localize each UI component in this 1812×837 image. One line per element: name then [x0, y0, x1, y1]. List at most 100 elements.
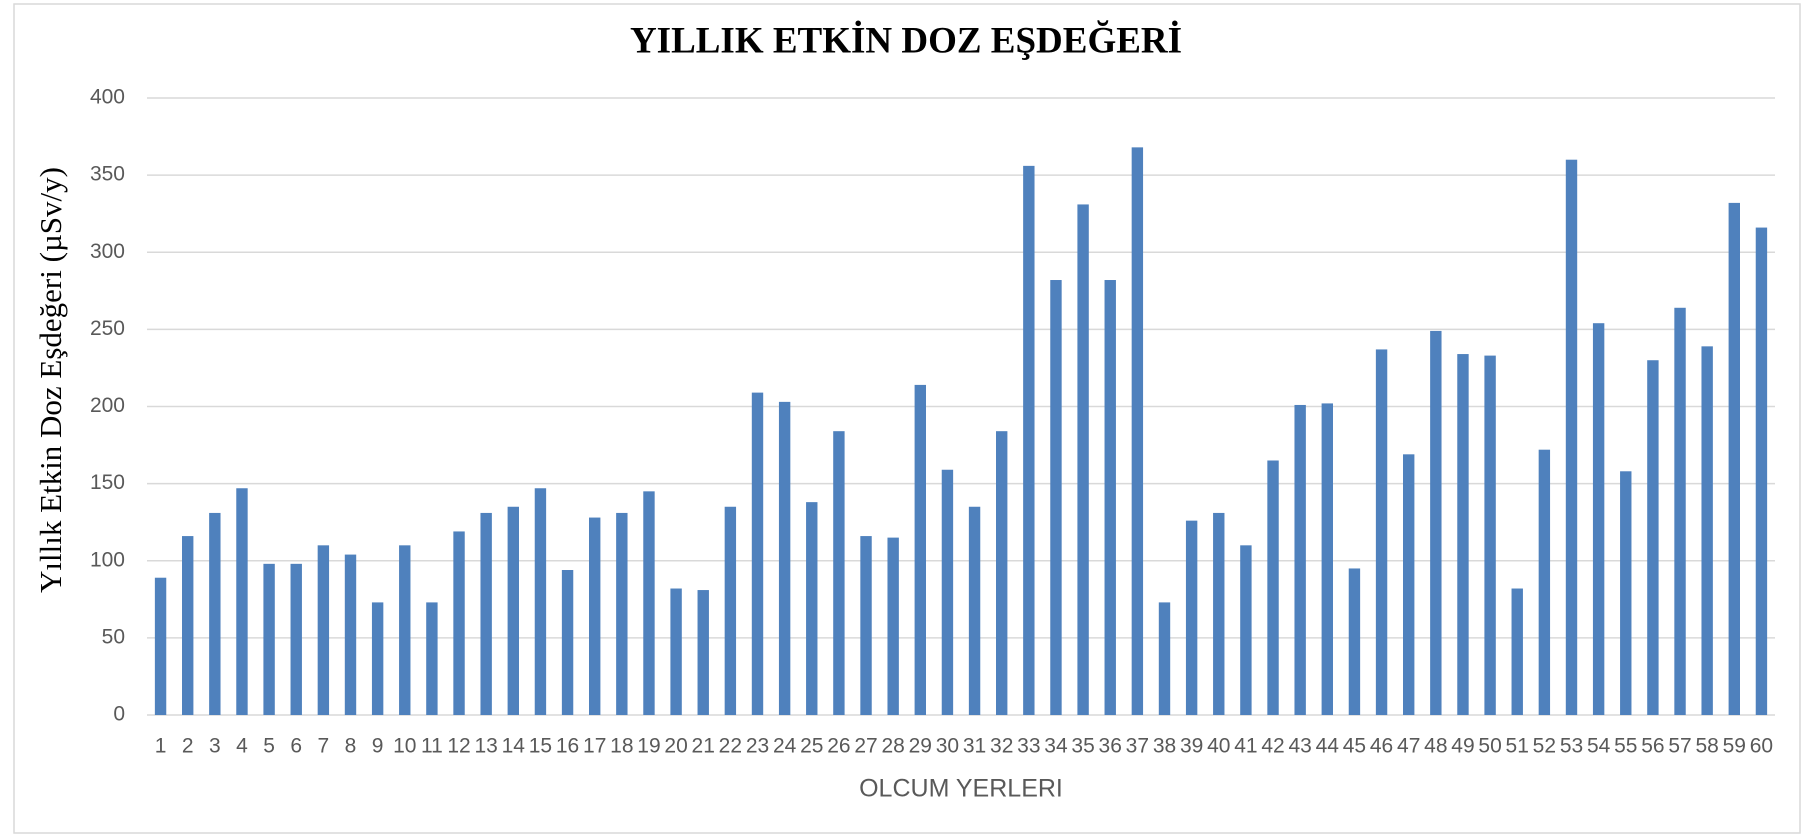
x-tick-label: 20: [664, 735, 687, 758]
x-tick-label: 19: [637, 735, 660, 758]
x-tick-label: 58: [1695, 735, 1718, 758]
x-tick-label: 9: [372, 735, 384, 758]
bar: [399, 545, 411, 715]
bar: [643, 491, 655, 715]
bar: [1538, 449, 1551, 715]
x-tick-label: 10: [393, 735, 416, 758]
x-tick-label: 21: [692, 735, 715, 758]
bar: [1321, 403, 1333, 715]
x-tick-label: 42: [1261, 735, 1284, 758]
y-tick-label: 200: [90, 394, 125, 417]
x-tick-label: 15: [529, 735, 552, 758]
bar: [1375, 349, 1388, 715]
x-tick-label: 51: [1506, 735, 1529, 758]
bar: [263, 563, 275, 715]
x-tick-label: 43: [1288, 735, 1311, 758]
bar: [1565, 159, 1578, 715]
chart-title: YILLIK ETKİN DOZ EŞDEĞERİ: [630, 18, 1182, 61]
x-tick-label: 55: [1614, 735, 1637, 758]
x-tick-label: 6: [290, 735, 302, 758]
x-tick-label: 46: [1370, 735, 1393, 758]
x-tick-label: 16: [556, 735, 579, 758]
bar: [697, 590, 709, 715]
x-tick-label: 57: [1668, 735, 1691, 758]
bar: [670, 588, 682, 715]
x-tick-label: 50: [1478, 735, 1501, 758]
bar: [724, 506, 737, 715]
x-tick-label: 34: [1044, 735, 1068, 758]
bar: [344, 554, 357, 715]
bar: [778, 401, 791, 715]
bar: [507, 506, 519, 715]
bar: [371, 602, 384, 715]
y-tick-label: 250: [90, 317, 125, 340]
x-tick-label: 8: [345, 735, 357, 758]
x-tick-label: 39: [1180, 735, 1203, 758]
x-tick-label: 41: [1234, 735, 1257, 758]
y-tick-label: 300: [90, 240, 125, 263]
x-tick-label: 60: [1750, 735, 1773, 758]
bar: [1267, 460, 1279, 715]
x-tick-label: 38: [1153, 735, 1176, 758]
x-tick-label: 56: [1641, 735, 1664, 758]
bar: [1077, 204, 1089, 715]
bar: [561, 570, 574, 715]
x-tick-label: 33: [1017, 735, 1040, 758]
bar: [182, 536, 194, 715]
x-tick-label: 53: [1560, 735, 1583, 758]
x-tick-label: 29: [909, 735, 932, 758]
bar: [941, 469, 954, 715]
bar: [806, 502, 818, 715]
y-tick-label: 350: [90, 163, 125, 186]
bar: [1403, 454, 1415, 715]
x-tick-label: 26: [827, 735, 850, 758]
bar: [1240, 545, 1252, 715]
bar: [1294, 404, 1306, 715]
x-tick-label: 12: [447, 735, 470, 758]
bar: [480, 512, 492, 715]
x-tick-label: 23: [746, 735, 769, 758]
bar: [1430, 330, 1442, 715]
x-tick-label: 17: [583, 735, 606, 758]
x-tick-label: 36: [1099, 735, 1122, 758]
bar: [616, 512, 628, 715]
x-tick-label: 1: [155, 735, 167, 758]
x-tick-label: 7: [318, 735, 330, 758]
bar: [1674, 307, 1686, 715]
bar: [290, 563, 302, 715]
bar: [1620, 471, 1632, 715]
x-tick-label: 22: [719, 735, 742, 758]
bar: [1348, 568, 1361, 715]
bar: [1592, 323, 1605, 715]
x-tick-label: 54: [1587, 735, 1611, 758]
x-tick-label: 48: [1424, 735, 1447, 758]
bar: [1728, 202, 1740, 715]
x-tick-label: 3: [209, 735, 221, 758]
bar: [751, 392, 764, 715]
y-tick-label: 150: [90, 471, 125, 494]
x-tick-label: 11: [421, 735, 443, 758]
x-tick-label: 31: [963, 735, 986, 758]
bar: [209, 512, 221, 715]
bar: [1701, 346, 1713, 715]
bar: [154, 577, 167, 715]
bar: [887, 537, 899, 715]
bar: [1213, 512, 1225, 715]
bar: [996, 431, 1008, 715]
bar: [426, 602, 438, 715]
bar: [1131, 147, 1144, 716]
bar: [1511, 588, 1523, 715]
x-tick-label: 45: [1343, 735, 1366, 758]
y-tick-label: 100: [90, 548, 125, 571]
bar: [236, 488, 248, 715]
bar: [534, 488, 547, 715]
bar: [968, 506, 981, 715]
y-tick-label: 0: [113, 703, 125, 726]
bar: [317, 545, 330, 715]
x-tick-label: 37: [1126, 735, 1149, 758]
bar: [914, 384, 926, 715]
x-tick-label: 27: [854, 735, 877, 758]
bar: [833, 431, 845, 715]
